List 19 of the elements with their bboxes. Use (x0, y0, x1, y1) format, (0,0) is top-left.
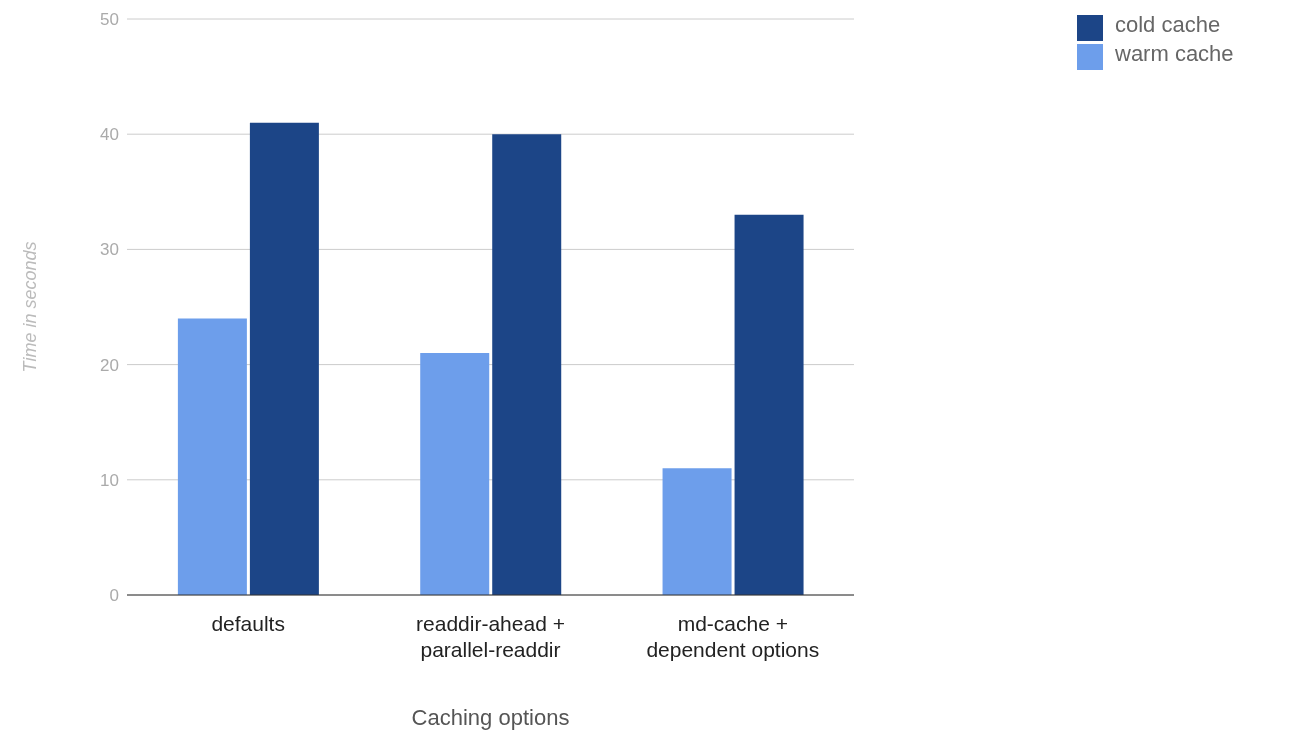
bar (662, 468, 732, 595)
legend-label: warm cache (1115, 40, 1234, 66)
x-tick-label: defaults (211, 612, 285, 635)
bar (734, 214, 804, 595)
y-tick-label: 20 (100, 355, 119, 375)
bar (420, 353, 490, 595)
bar (492, 134, 562, 595)
bar (249, 122, 319, 595)
y-tick-label: 50 (100, 10, 119, 30)
bar (177, 318, 247, 595)
y-tick-label: 10 (100, 470, 119, 490)
y-tick-label: 0 (109, 586, 119, 606)
x-tick-label: md-cache + dependent options (646, 612, 820, 661)
x-axis-title: Caching options (411, 705, 570, 730)
legend-label: cold cache (1115, 12, 1221, 37)
x-tick-label: readdir-ahead + parallel-readdir (416, 612, 565, 661)
y-axis-title: Time in seconds (20, 241, 41, 373)
y-tick-label: 30 (100, 240, 119, 260)
y-tick-label: 40 (100, 125, 119, 145)
